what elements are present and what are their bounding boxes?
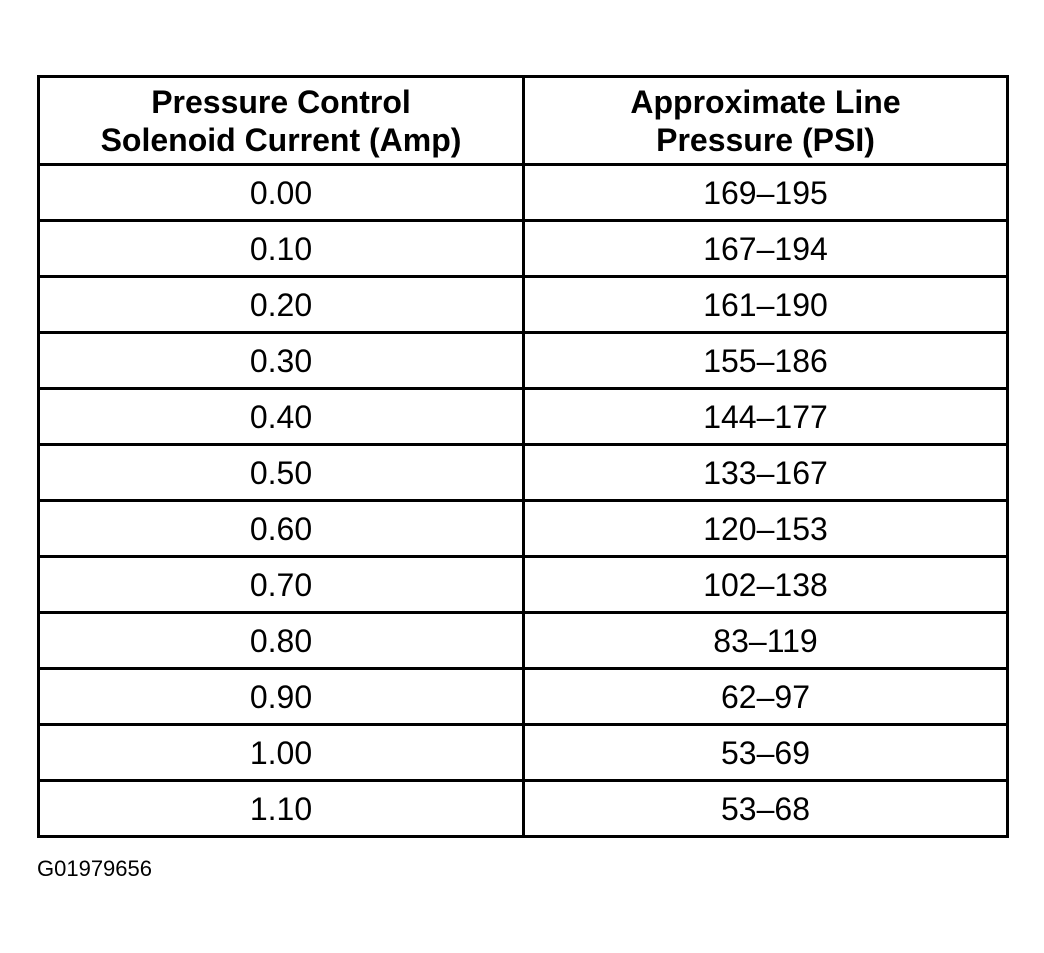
table-row: 0.70 102–138 xyxy=(37,555,1009,614)
table-row: 0.10 167–194 xyxy=(37,219,1009,278)
cell-current: 0.30 xyxy=(37,331,525,390)
cell-pressure: 53–69 xyxy=(522,723,1009,782)
table-body: 0.00 169–195 0.10 167–194 0.20 161–190 0… xyxy=(37,163,1009,838)
cell-pressure: 133–167 xyxy=(522,443,1009,502)
table-row: 1.10 53–68 xyxy=(37,779,1009,838)
header-current-line1: Pressure Control xyxy=(151,83,411,120)
cell-pressure: 102–138 xyxy=(522,555,1009,614)
header-pressure-line1: Approximate Line xyxy=(630,83,901,120)
cell-current: 0.80 xyxy=(37,611,525,670)
cell-current: 0.70 xyxy=(37,555,525,614)
cell-pressure: 83–119 xyxy=(522,611,1009,670)
header-pressure-line2: Pressure (PSI) xyxy=(656,121,875,158)
header-current: Pressure Control Solenoid Current (Amp) xyxy=(37,75,525,166)
cell-current: 0.50 xyxy=(37,443,525,502)
cell-current: 0.90 xyxy=(37,667,525,726)
cell-current: 0.10 xyxy=(37,219,525,278)
cell-pressure: 169–195 xyxy=(522,163,1009,222)
header-current-line2: Solenoid Current (Amp) xyxy=(100,121,462,158)
table-row: 0.50 133–167 xyxy=(37,443,1009,502)
table-row: 1.00 53–69 xyxy=(37,723,1009,782)
header-row: Pressure Control Solenoid Current (Amp) … xyxy=(37,75,1009,166)
table-row: 0.30 155–186 xyxy=(37,331,1009,390)
cell-pressure: 161–190 xyxy=(522,275,1009,334)
table-row: 0.00 169–195 xyxy=(37,163,1009,222)
cell-current: 1.10 xyxy=(37,779,525,838)
table-row: 0.40 144–177 xyxy=(37,387,1009,446)
table-row: 0.20 161–190 xyxy=(37,275,1009,334)
table-row: 0.60 120–153 xyxy=(37,499,1009,558)
cell-current: 0.20 xyxy=(37,275,525,334)
cell-pressure: 144–177 xyxy=(522,387,1009,446)
cell-current: 0.00 xyxy=(37,163,525,222)
cell-pressure: 120–153 xyxy=(522,499,1009,558)
cell-pressure: 155–186 xyxy=(522,331,1009,390)
header-pressure: Approximate Line Pressure (PSI) xyxy=(522,75,1009,166)
table-row: 0.80 83–119 xyxy=(37,611,1009,670)
figure-id: G01979656 xyxy=(37,856,152,881)
cell-current: 0.60 xyxy=(37,499,525,558)
cell-current: 0.40 xyxy=(37,387,525,446)
pressure-table: Pressure Control Solenoid Current (Amp) … xyxy=(37,75,1009,838)
cell-current: 1.00 xyxy=(37,723,525,782)
cell-pressure: 62–97 xyxy=(522,667,1009,726)
cell-pressure: 53–68 xyxy=(522,779,1009,838)
cell-pressure: 167–194 xyxy=(522,219,1009,278)
table-header: Pressure Control Solenoid Current (Amp) … xyxy=(37,75,1009,166)
table-row: 0.90 62–97 xyxy=(37,667,1009,726)
